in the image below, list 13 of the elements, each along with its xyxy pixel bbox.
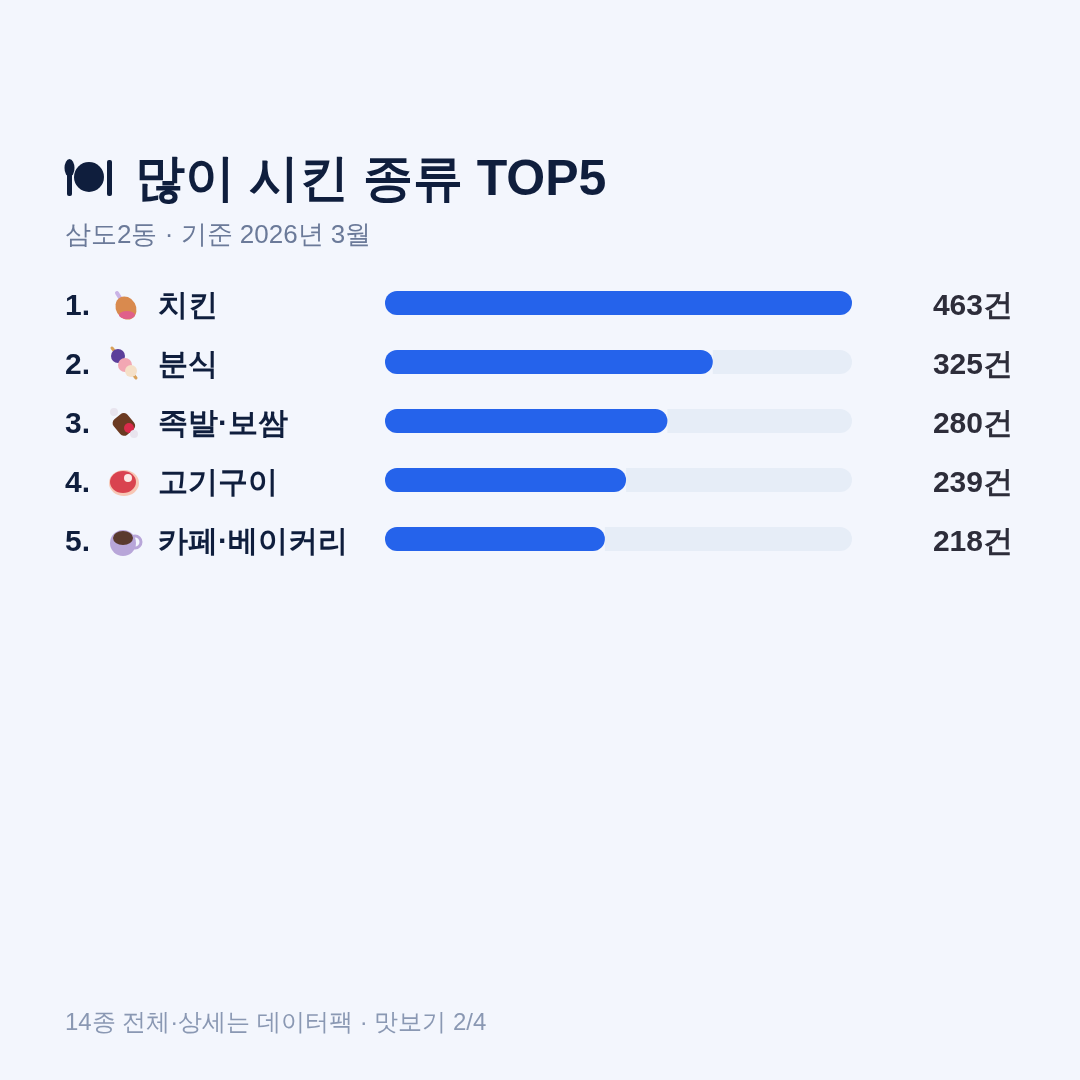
data-label: 218건 [932, 524, 1013, 557]
data-label: 280건 [932, 406, 1013, 439]
category-label: 2. 분식 [65, 347, 218, 380]
category-label: 5. 카페·베이커리 [65, 524, 348, 557]
category-label: 1. 치킨 [65, 288, 218, 321]
data-label: 239건 [932, 465, 1013, 498]
category-label: 4. 고기구이 [65, 465, 278, 498]
data-label: 325건 [932, 347, 1013, 380]
text: 14종 전체·상세는 데이터팩 · 맛보기 2/4 [65, 1008, 487, 1035]
data-label: 463건 [932, 288, 1013, 321]
category-label: 3. 족발·보쌈 [65, 406, 288, 439]
chart-title: 많이 시킨 종류 TOP5 [135, 150, 607, 206]
chart-subtitle: 삼도2동 · 기준 2026년 3월 [65, 219, 372, 249]
